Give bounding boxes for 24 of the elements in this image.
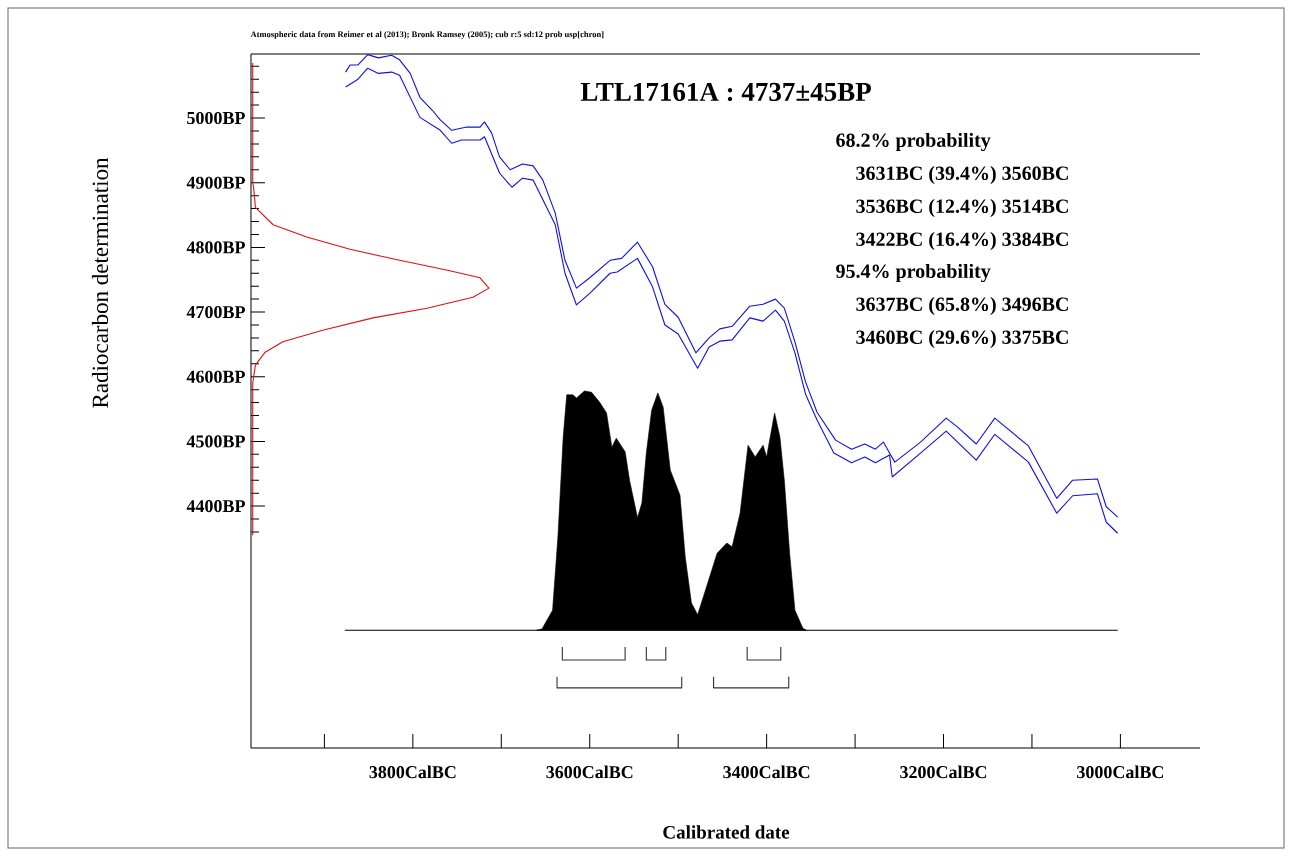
y-tick-label: 4400BP: [186, 500, 245, 513]
y-tick-label: 4500BP: [186, 435, 245, 448]
annotation: 68.2% probability: [836, 132, 991, 152]
y-tick-label: 4800BP: [186, 241, 245, 254]
y-axis-title: Radiocarbon determination: [91, 157, 109, 408]
annotation: 3460BC (29.6%) 3375BC: [856, 329, 1068, 349]
x-tick-label: 3200CalBC: [900, 765, 987, 779]
x-axis-title: Calibrated date: [663, 825, 790, 839]
y-tick-label: 5000BP: [187, 111, 245, 125]
x-tick-label: 3800CalBC: [369, 765, 456, 779]
x-tick-label: 3400CalBC: [723, 765, 810, 779]
x-tick-label: 3600CalBC: [546, 765, 633, 779]
y-tick-label: 4600BP: [186, 370, 245, 383]
annotation: 95.4% probability: [836, 263, 991, 283]
y-tick-label: 4900BP: [186, 176, 245, 189]
y-tick-label: 4700BP: [186, 305, 245, 319]
annotation: 3422BC (16.4%) 3384BC: [856, 231, 1068, 251]
x-tick-label: 3000CalBC: [1077, 765, 1164, 779]
annotation: 3637BC (65.8%) 3496BC: [856, 296, 1068, 316]
line-series: [252, 62, 490, 536]
text: Atmospheric data from Reimer et al (2013); Bronk Ramsey (2005); cub r:5 sd:12 prob usp[chron]: [250, 31, 604, 39]
text: LTL17161A : 4737±45BP: [580, 82, 871, 102]
annotation: 3631BC (39.4%) 3560BC: [856, 165, 1068, 185]
annotation: 3536BC (12.4%) 3514BC: [856, 198, 1068, 218]
